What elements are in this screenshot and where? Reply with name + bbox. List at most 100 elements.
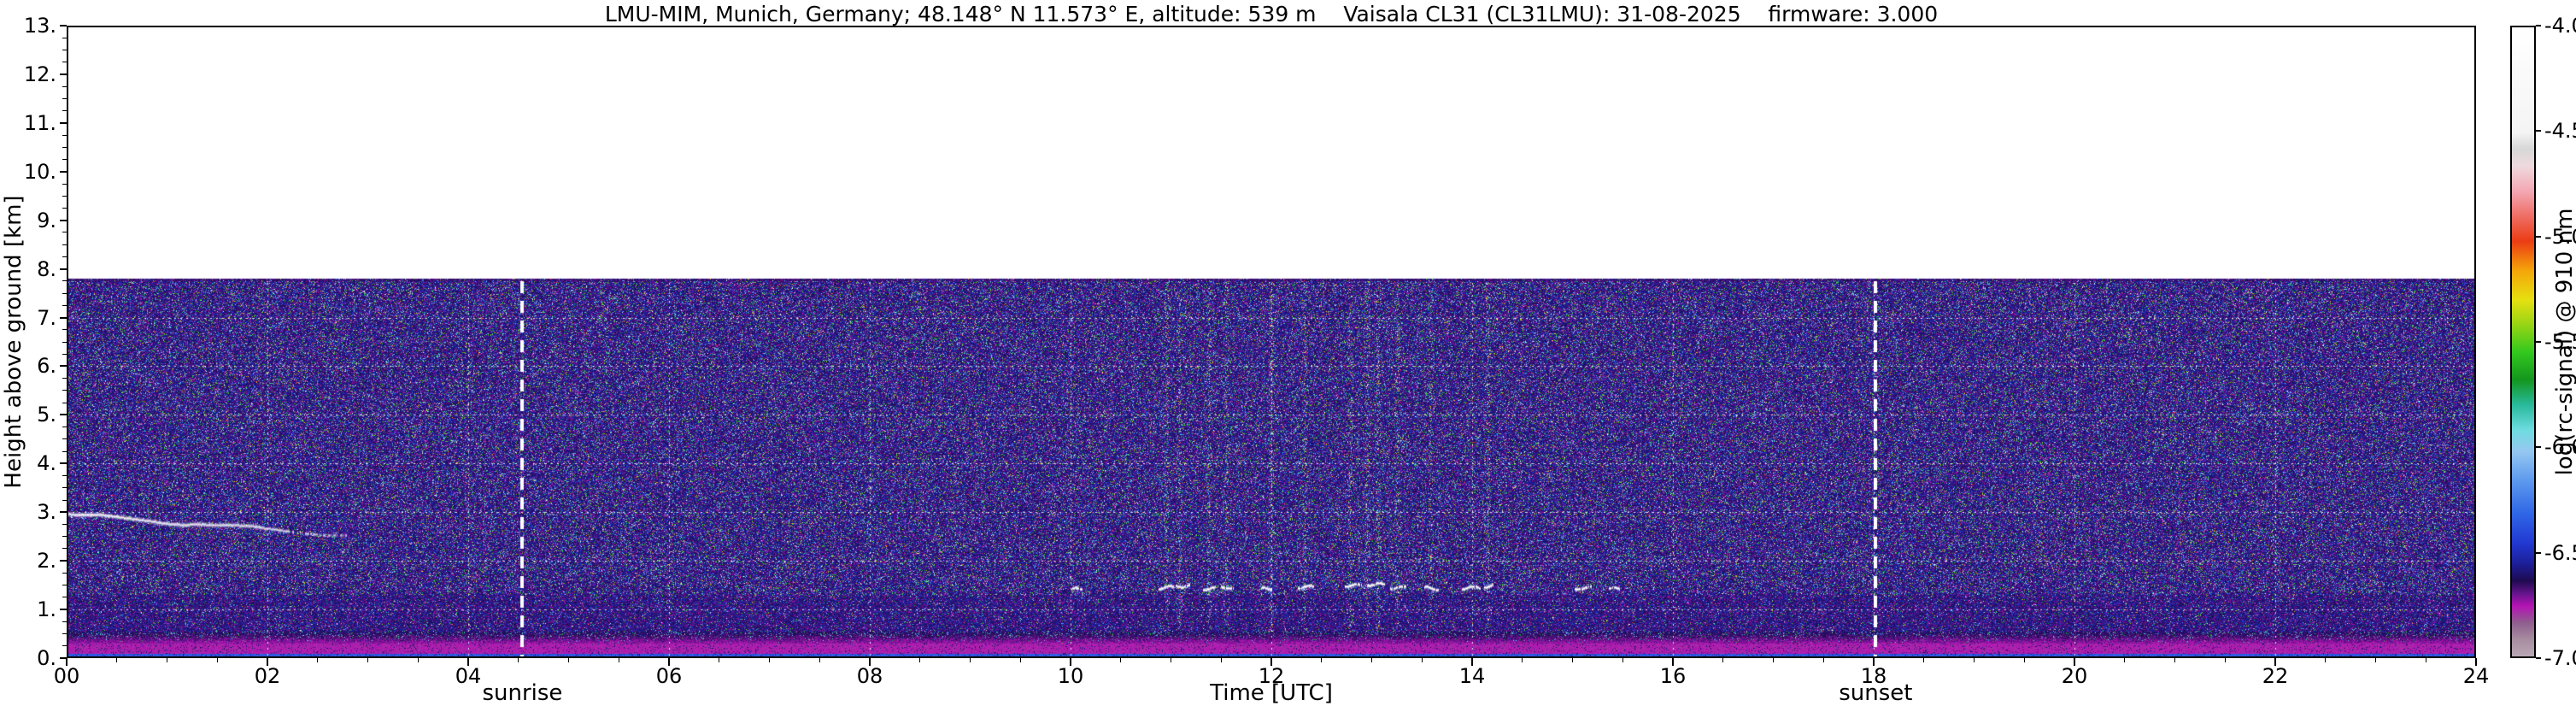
heatmap-canvas bbox=[67, 26, 2476, 658]
x-minor-tick-mark bbox=[1421, 658, 1423, 662]
y-minor-tick-mark bbox=[62, 183, 67, 185]
y-minor-tick-mark bbox=[62, 146, 67, 148]
y-minor-tick-mark bbox=[62, 110, 67, 112]
x-tick-label: 10 bbox=[1057, 664, 1084, 688]
x-tick-mark bbox=[2475, 658, 2477, 666]
y-tick-mark bbox=[60, 511, 67, 514]
x-minor-tick-mark bbox=[1120, 658, 1122, 662]
x-minor-tick-mark bbox=[1522, 658, 1523, 662]
colorbar-tick-mark bbox=[2536, 551, 2541, 554]
x-minor-tick-mark bbox=[1923, 658, 1925, 662]
y-tick-mark bbox=[60, 121, 67, 124]
y-minor-tick-mark bbox=[62, 341, 67, 343]
y-minor-tick-mark bbox=[62, 207, 67, 209]
y-tick-mark bbox=[60, 25, 67, 26]
x-tick-mark bbox=[1471, 658, 1473, 666]
x-tick-mark bbox=[1873, 658, 1875, 666]
colorbar-tick-mark bbox=[2536, 341, 2541, 343]
x-tick-mark bbox=[2074, 658, 2075, 666]
y-minor-tick-mark bbox=[62, 256, 67, 257]
y-tick-mark bbox=[60, 170, 67, 173]
y-minor-tick-mark bbox=[62, 523, 67, 525]
y-minor-tick-mark bbox=[62, 292, 67, 294]
x-minor-tick-mark bbox=[568, 658, 569, 662]
x-minor-tick-mark bbox=[2224, 658, 2226, 662]
y-minor-tick-mark bbox=[62, 487, 67, 489]
x-minor-tick-mark bbox=[417, 658, 419, 662]
y-tick-label: 0. bbox=[37, 646, 56, 670]
y-minor-tick-mark bbox=[62, 159, 67, 161]
x-minor-tick-mark bbox=[769, 658, 770, 662]
y-tick-mark bbox=[60, 219, 67, 221]
y-tick-label: 10. bbox=[23, 159, 56, 184]
x-tick-mark bbox=[1070, 658, 1071, 666]
y-minor-tick-mark bbox=[62, 353, 67, 355]
x-minor-tick-mark bbox=[1220, 658, 1222, 662]
x-minor-tick-mark bbox=[1019, 658, 1021, 662]
y-minor-tick-mark bbox=[62, 475, 67, 477]
x-minor-tick-mark bbox=[2375, 658, 2376, 662]
colorbar-tick-mark bbox=[2536, 657, 2541, 659]
x-minor-tick-mark bbox=[2325, 658, 2327, 662]
x-tick-label: 02 bbox=[254, 664, 281, 688]
y-minor-tick-mark bbox=[62, 645, 67, 647]
y-tick-mark bbox=[60, 365, 67, 368]
x-tick-label: 06 bbox=[655, 664, 683, 688]
y-tick-label: 13. bbox=[23, 14, 56, 38]
x-tick-label: 20 bbox=[2061, 664, 2088, 688]
y-tick-label: 1. bbox=[37, 597, 56, 622]
y-minor-tick-mark bbox=[62, 633, 67, 635]
x-tick-label: 16 bbox=[1659, 664, 1687, 688]
x-tick-mark bbox=[66, 658, 67, 666]
x-minor-tick-mark bbox=[970, 658, 971, 662]
y-tick-mark bbox=[60, 560, 67, 562]
y-tick-label: 11. bbox=[23, 110, 56, 135]
y-minor-tick-mark bbox=[62, 97, 67, 99]
y-minor-tick-mark bbox=[62, 195, 67, 197]
x-tick-label: 04 bbox=[455, 664, 482, 688]
y-minor-tick-mark bbox=[62, 329, 67, 331]
x-minor-tick-mark bbox=[216, 658, 218, 662]
x-tick-label: 22 bbox=[2262, 664, 2289, 688]
x-minor-tick-mark bbox=[367, 658, 368, 662]
colorbar-tick-mark bbox=[2536, 446, 2541, 449]
y-minor-tick-mark bbox=[62, 438, 67, 440]
x-tick-label: 08 bbox=[856, 664, 883, 688]
x-minor-tick-mark bbox=[919, 658, 921, 662]
y-tick-mark bbox=[60, 316, 67, 319]
y-tick-label: 12. bbox=[23, 62, 56, 86]
y-tick-mark bbox=[60, 609, 67, 611]
x-minor-tick-mark bbox=[2174, 658, 2175, 662]
colorbar-tick-label: -4.0 bbox=[2544, 14, 2576, 38]
colorbar-tick-label: -4.5 bbox=[2544, 119, 2576, 144]
y-minor-tick-mark bbox=[62, 85, 67, 87]
y-tick-label: 5. bbox=[37, 403, 56, 427]
y-minor-tick-mark bbox=[62, 134, 67, 136]
x-tick-mark bbox=[2274, 658, 2276, 666]
y-minor-tick-mark bbox=[62, 536, 67, 538]
colorbar-tick-label: -6.0 bbox=[2544, 435, 2576, 460]
x-tick-label: 24 bbox=[2462, 664, 2490, 688]
colorbar-tick-mark bbox=[2536, 130, 2541, 132]
sunrise-label: sunrise bbox=[482, 680, 563, 706]
x-axis-label: Time [UTC] bbox=[1210, 680, 1333, 706]
x-tick-mark bbox=[1672, 658, 1674, 666]
x-tick-mark bbox=[467, 658, 469, 666]
x-minor-tick-mark bbox=[1371, 658, 1372, 662]
x-minor-tick-mark bbox=[317, 658, 319, 662]
x-minor-tick-mark bbox=[518, 658, 519, 662]
y-minor-tick-mark bbox=[62, 450, 67, 452]
y-tick-mark bbox=[60, 462, 67, 465]
x-tick-label: 18 bbox=[1860, 664, 1887, 688]
x-tick-mark bbox=[1270, 658, 1272, 666]
colorbar-tick-label: -7.0 bbox=[2544, 646, 2576, 670]
y-minor-tick-mark bbox=[62, 499, 67, 501]
y-tick-mark bbox=[60, 657, 67, 659]
y-tick-mark bbox=[60, 414, 67, 416]
x-minor-tick-mark bbox=[2023, 658, 2025, 662]
x-tick-label: 12 bbox=[1258, 664, 1285, 688]
colorbar bbox=[2510, 26, 2536, 658]
x-minor-tick-mark bbox=[1572, 658, 1573, 662]
y-minor-tick-mark bbox=[62, 390, 67, 391]
